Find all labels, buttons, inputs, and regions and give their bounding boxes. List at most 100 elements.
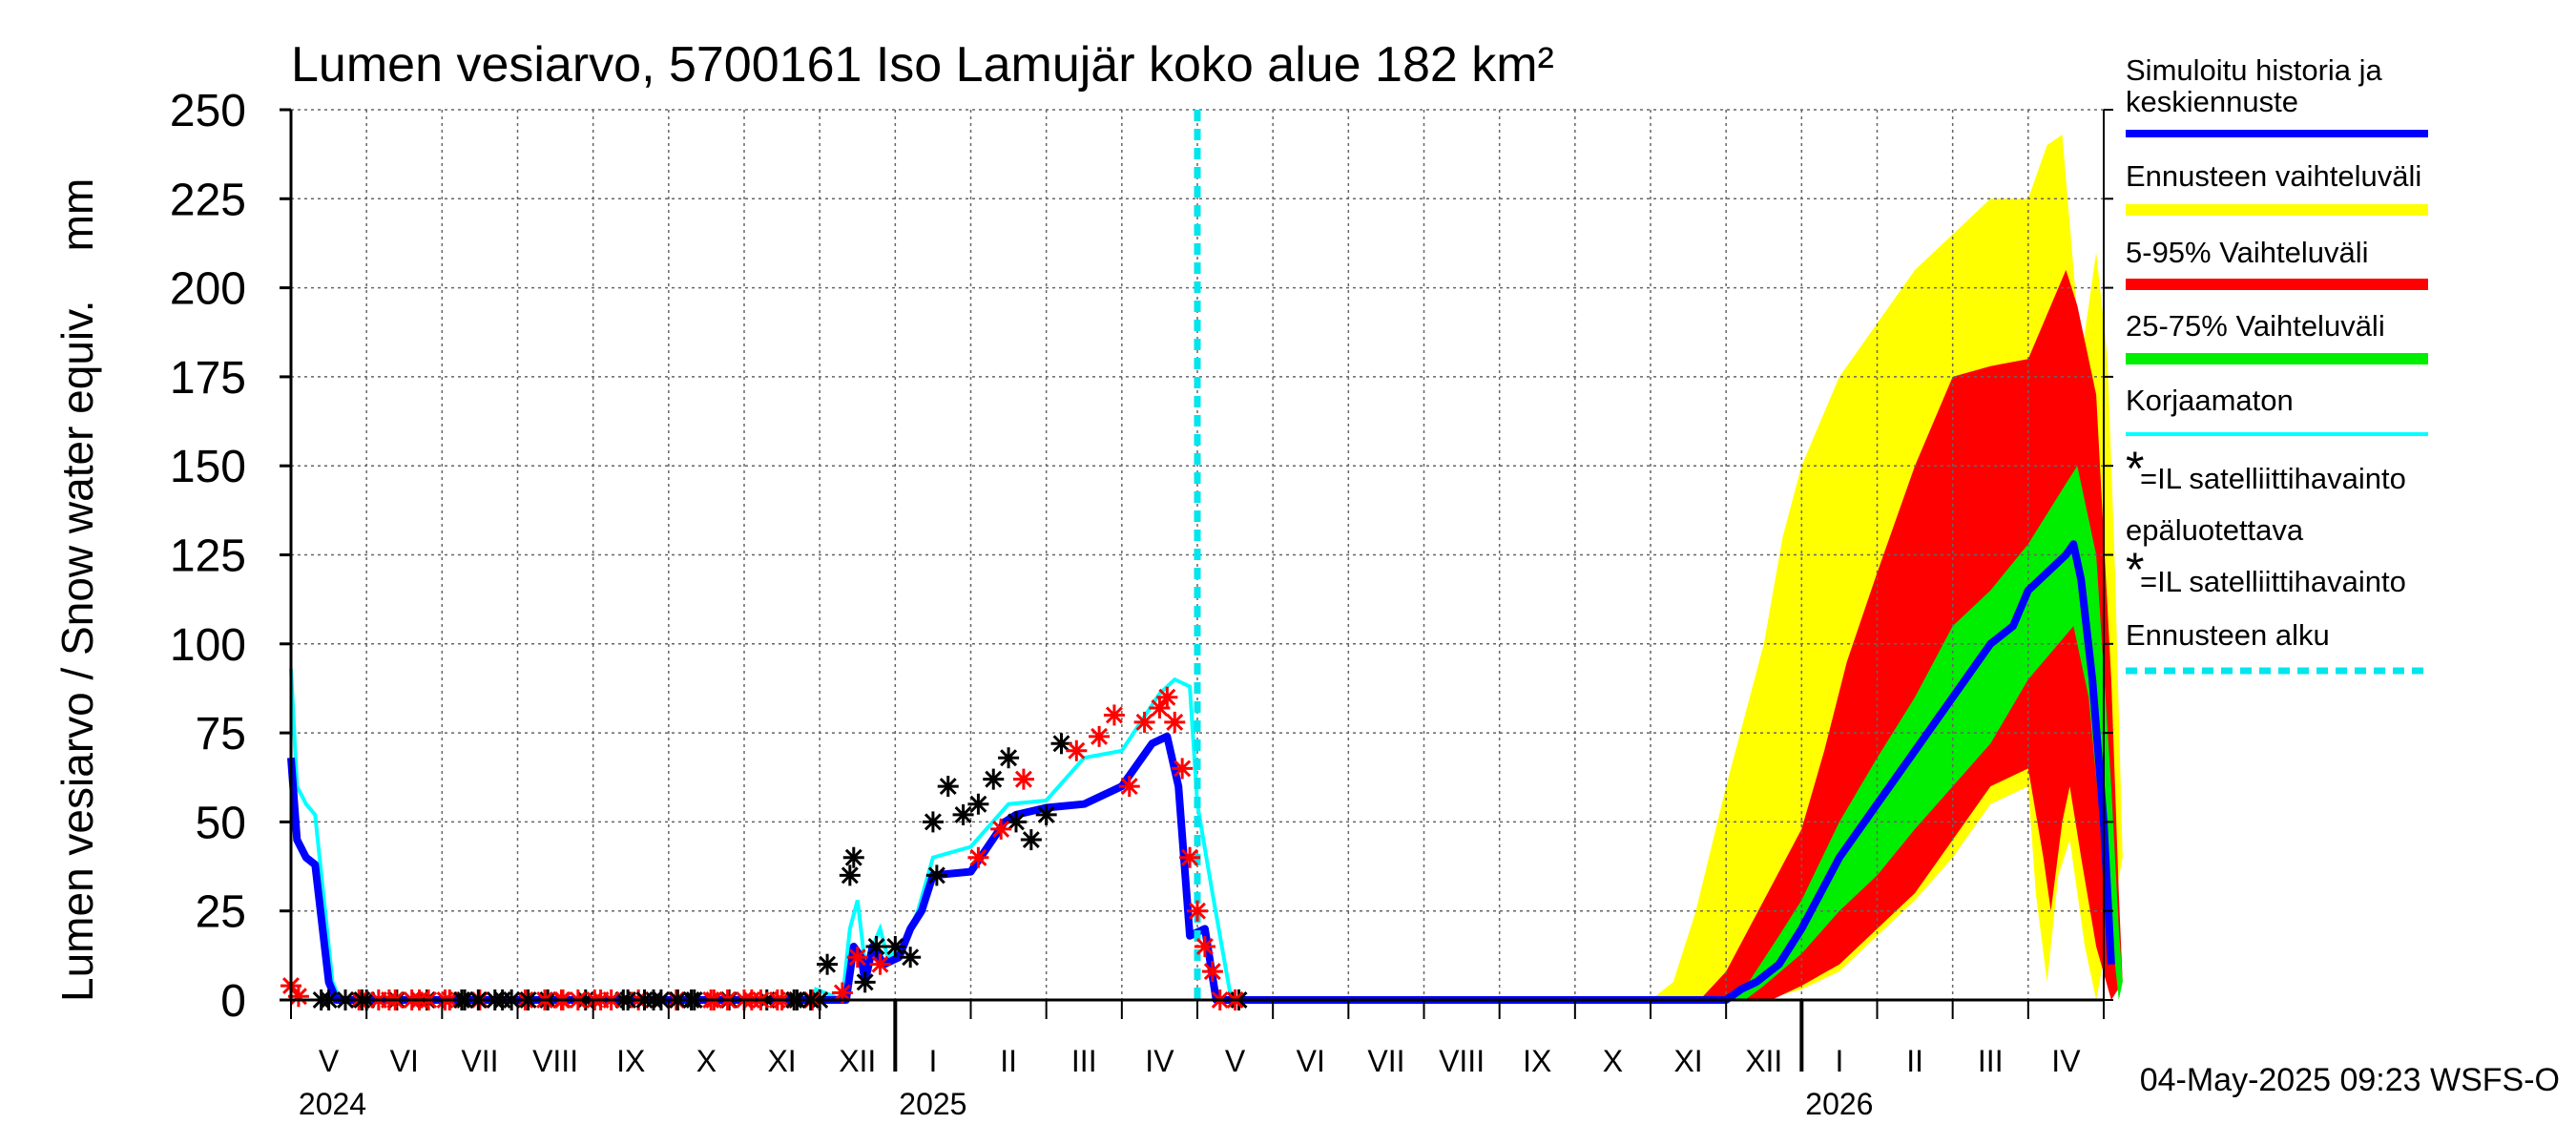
month-label: X: [696, 1044, 717, 1078]
month-label: XI: [767, 1044, 796, 1078]
month-label: IX: [1523, 1044, 1551, 1078]
month-label: VII: [1367, 1044, 1404, 1078]
marker-stroke: [844, 848, 862, 866]
y-tick-label: 125: [170, 531, 246, 582]
month-label: V: [1225, 1044, 1246, 1078]
month-label: IV: [1145, 1044, 1174, 1078]
marker-stroke: [1000, 749, 1018, 767]
month-label: II: [1906, 1044, 1923, 1078]
axes: [280, 108, 2113, 1072]
legend-marker-red-star: *: [2126, 442, 2144, 495]
month-label: IX: [616, 1044, 645, 1078]
satellite-observations: [280, 686, 1250, 1010]
legend-label-uncorrected: Korjaamaton: [2126, 384, 2294, 417]
obs-marker-red: [1156, 686, 1178, 708]
month-label: I: [1835, 1044, 1843, 1078]
legend-label-25-75: 25-75% Vaihteluväli: [2126, 309, 2385, 343]
y-tick-label: 250: [170, 86, 246, 136]
marker-stroke: [856, 973, 874, 991]
obs-marker-red: [1133, 711, 1155, 733]
month-label: VI: [1297, 1044, 1325, 1078]
month-label: X: [1603, 1044, 1623, 1078]
y-axis-label: Lumen vesiarvo / Snow water equiv. mm: [52, 178, 102, 1002]
obs-marker-red: [1066, 739, 1088, 761]
obs-marker-black: [1035, 803, 1057, 825]
obs-marker-red: [1179, 846, 1201, 868]
marker-stroke: [1189, 902, 1206, 920]
marker-stroke: [886, 938, 904, 956]
month-label: IV: [2051, 1044, 2081, 1078]
obs-marker-red: [990, 818, 1012, 840]
marker-stroke: [927, 866, 945, 885]
obs-marker-black: [1006, 811, 1027, 833]
marker-stroke: [1135, 713, 1153, 731]
month-label: VII: [461, 1044, 498, 1078]
obs-marker-black: [925, 864, 947, 886]
y-tick-label: 150: [170, 442, 246, 492]
obs-marker-black: [922, 811, 944, 833]
marker-stroke: [1008, 813, 1025, 831]
marker-stroke: [819, 955, 837, 973]
x-tick-labels: V VI VII VIII IX X XI XII I II III IV V VI VII VIII IX X X…: [299, 1044, 2081, 1121]
marker-stroke: [1105, 706, 1123, 724]
marker-stroke: [289, 988, 307, 1006]
year-label: 2024: [299, 1087, 366, 1121]
y-tick-label: 25: [196, 887, 246, 938]
obs-marker-black: [842, 846, 864, 868]
obs-marker-red: [1149, 697, 1171, 718]
obs-marker-red: [1164, 711, 1186, 733]
month-label: I: [928, 1044, 937, 1078]
y-tick-label: 200: [170, 264, 246, 315]
obs-marker-black: [1020, 829, 1042, 851]
obs-marker-black: [900, 947, 922, 968]
marker-stroke: [939, 778, 957, 796]
legend-label-black-obs: =IL satelliittihavainto: [2140, 565, 2406, 598]
marker-stroke: [841, 866, 859, 885]
month-label: III: [1071, 1044, 1097, 1078]
marker-stroke: [1068, 741, 1086, 760]
obs-marker-black: [983, 768, 1005, 790]
month-label: VIII: [1439, 1044, 1485, 1078]
legend-label-unreliable: epäluotettava: [2126, 513, 2304, 547]
obs-marker-black: [884, 936, 906, 958]
marker-stroke: [969, 795, 987, 813]
month-label: XI: [1673, 1044, 1702, 1078]
marker-stroke: [992, 820, 1010, 838]
marker-stroke: [954, 805, 972, 823]
month-label: VI: [390, 1044, 419, 1078]
band-5-95: [1699, 269, 2123, 1000]
month-label: XII: [839, 1044, 876, 1078]
obs-marker-black: [998, 747, 1020, 769]
month-label: III: [1978, 1044, 2004, 1078]
obs-marker-black: [854, 971, 876, 993]
obs-marker-red: [1194, 936, 1215, 958]
footer-timestamp: 04-May-2025 09:23 WSFS-O: [2140, 1062, 2560, 1098]
marker-stroke: [1158, 688, 1176, 706]
marker-stroke: [1181, 848, 1199, 866]
obs-marker-red: [846, 947, 868, 968]
marker-stroke: [867, 938, 885, 956]
month-label: VIII: [532, 1044, 578, 1078]
year-label: 2026: [1805, 1087, 1873, 1121]
marker-stroke: [1037, 805, 1055, 823]
marker-stroke: [1166, 713, 1184, 731]
month-label: XII: [1745, 1044, 1782, 1078]
y-tick-labels: 0 25 50 75 100 125 150 175 200 225 250: [170, 86, 246, 1027]
legend-label-simulated: Simuloitu historia ja: [2126, 53, 2383, 87]
marker-stroke: [1195, 938, 1214, 956]
obs-marker-black: [865, 936, 887, 958]
marker-stroke: [848, 948, 866, 967]
obs-marker-red: [1201, 961, 1223, 983]
y-tick-label: 50: [196, 798, 246, 848]
obs-marker-black: [937, 776, 959, 798]
marker-stroke: [985, 770, 1003, 788]
chart-title: Lumen vesiarvo, 5700161 Iso Lamujär koko…: [291, 37, 1554, 93]
obs-marker-red: [869, 953, 891, 975]
obs-marker-red: [1103, 704, 1125, 726]
y-tick-label: 225: [170, 175, 246, 225]
obs-marker-red: [1089, 725, 1111, 747]
marker-stroke: [833, 984, 851, 1002]
